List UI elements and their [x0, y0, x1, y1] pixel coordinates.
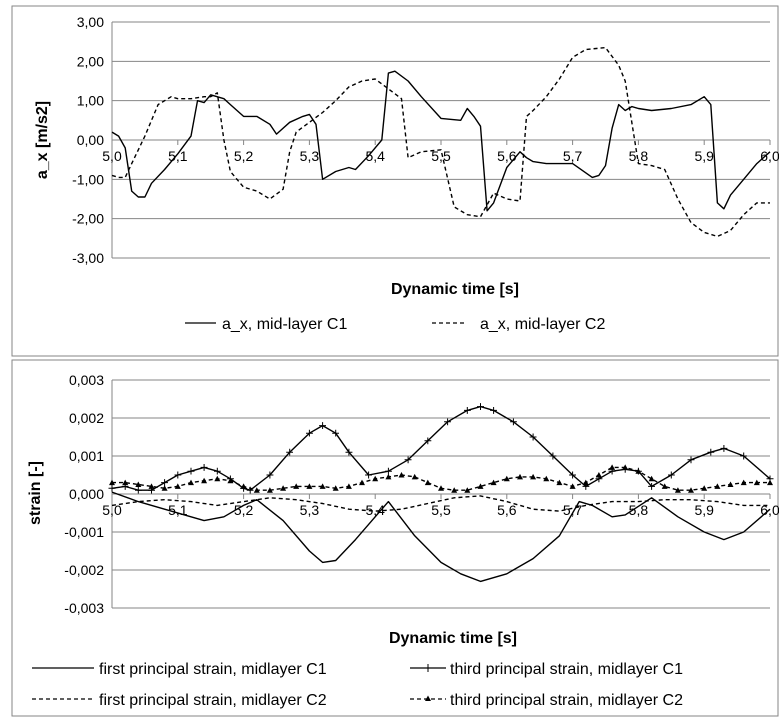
x-tick-label: 5,2 — [234, 148, 254, 164]
series-line-dashed — [111, 46, 770, 238]
x-tick-label: 5,8 — [629, 148, 649, 164]
legend-swatch-third-c2-marker — [425, 695, 431, 701]
y-tick-label: -1,00 — [72, 171, 104, 187]
x-tick-label: 5,8 — [629, 502, 649, 518]
chart-2-series — [108, 403, 774, 583]
x-tick-label: 5,1 — [168, 148, 188, 164]
x-tick-label: 5,3 — [300, 148, 320, 164]
x-tick-label: 6,0 — [760, 148, 779, 164]
x-tick-label: 5,0 — [102, 502, 122, 518]
x-tick-label: 5,9 — [694, 148, 714, 164]
chart-1-y-tick-labels: 3,00 2,00 1,00 0,00 -1,00 -2,00 -3,00 — [72, 14, 104, 266]
y-tick-label: 0,00 — [77, 132, 104, 148]
y-tick-label: 0,003 — [69, 372, 104, 388]
y-tick-label: -3,00 — [72, 250, 104, 266]
x-tick-label: 5,6 — [497, 148, 517, 164]
series-line-dashed — [111, 495, 770, 512]
legend-label-third-c1: third principal strain, midlayer C1 — [450, 661, 683, 678]
x-tick-label: 5,5 — [431, 148, 451, 164]
chart-1-frame — [11, 5, 779, 357]
x-tick-label: 5,7 — [563, 148, 583, 164]
chart-1-y-axis-title: a_x [m/s2] — [34, 101, 51, 179]
x-tick-label: 5,0 — [102, 148, 122, 164]
x-tick-label: 5,4 — [365, 502, 385, 518]
chart-1-gridlines — [111, 21, 771, 259]
chart-2-y-tick-labels: 0,003 0,002 0,001 0,000 -0,001 -0,002 -0,003 — [64, 372, 104, 616]
series-line-dashed-triangle — [109, 464, 773, 493]
legend-label-a-x-c1: a_x, mid-layer C1 — [222, 316, 347, 333]
y-tick-label: 0,000 — [69, 486, 104, 502]
y-tick-label: -2,00 — [72, 211, 104, 227]
x-tick-label: 5,6 — [497, 502, 517, 518]
chart-1-x-axis-title: Dynamic time [s] — [391, 281, 519, 298]
chart-1-x-tick-labels: 5,0 5,1 5,2 5,3 5,4 5,5 5,6 5,7 5,8 5,9 6,0 — [102, 148, 779, 164]
y-tick-label: -0,001 — [64, 524, 104, 540]
x-tick-label: 5,4 — [365, 148, 385, 164]
x-tick-label: 5,1 — [168, 502, 188, 518]
legend-label-a-x-c2: a_x, mid-layer C2 — [480, 316, 605, 333]
x-tick-label: 5,3 — [300, 502, 320, 518]
x-tick-label: 5,5 — [431, 502, 451, 518]
chart-2-x-tick-labels: 5,0 5,1 5,2 5,3 5,4 5,5 5,6 5,7 5,8 5,9 6,0 — [102, 502, 779, 518]
y-tick-label: -0,002 — [64, 562, 104, 578]
chart-2-x-axis-title: Dynamic time [s] — [389, 630, 517, 647]
x-tick-label: 5,2 — [234, 502, 254, 518]
x-tick-label: 5,7 — [563, 502, 583, 518]
x-tick-label: 5,9 — [694, 502, 714, 518]
legend-swatch-third-c1-marker — [424, 664, 432, 672]
chart-2-legend: first principal strain, midlayer C1 thir… — [32, 661, 683, 709]
y-tick-label: 3,00 — [77, 14, 104, 30]
series-line-solid — [111, 70, 771, 212]
chart-2-y-axis-title: strain [-] — [27, 461, 44, 525]
chart-1-series — [111, 46, 771, 238]
chart-1-legend: a_x, mid-layer C1 a_x, mid-layer C2 — [185, 316, 605, 333]
y-tick-label: 2,00 — [77, 53, 104, 69]
y-tick-label: 1,00 — [77, 93, 104, 109]
y-tick-label: 0,001 — [69, 448, 104, 464]
legend-label-first-c1: first principal strain, midlayer C1 — [99, 661, 327, 678]
x-tick-label: 6,0 — [760, 502, 779, 518]
legend-label-first-c2: first principal strain, midlayer C2 — [99, 692, 327, 709]
legend-label-third-c2: third principal strain, midlayer C2 — [450, 692, 683, 709]
y-tick-label: -0,003 — [64, 600, 104, 616]
y-tick-label: 0,002 — [69, 410, 104, 426]
